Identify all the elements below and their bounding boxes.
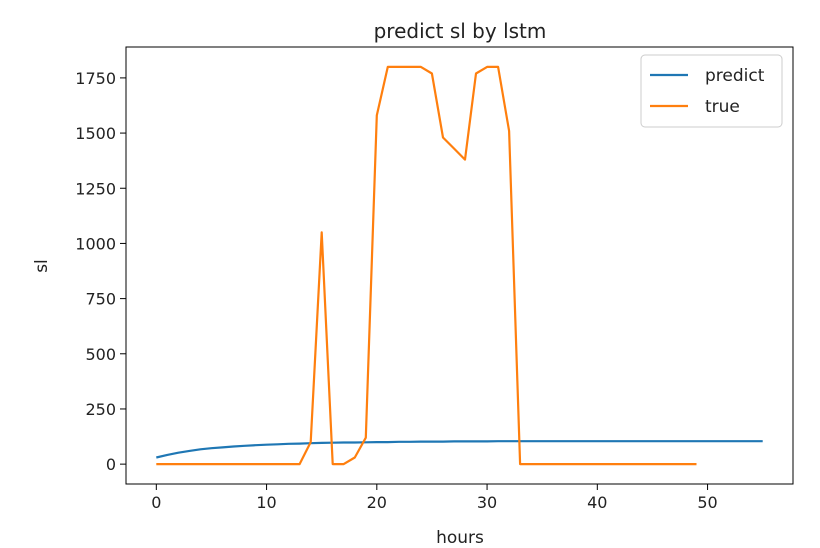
x-tick-label: 20 <box>367 493 387 512</box>
legend-label-predict: predict <box>705 66 765 86</box>
legend-box <box>640 54 783 128</box>
y-tick-label: 250 <box>85 400 116 419</box>
y-tick-label: 1000 <box>75 234 116 253</box>
y-tick-label: 0 <box>106 455 116 474</box>
series-line-predict <box>156 440 763 459</box>
y-tick-label: 500 <box>85 345 116 364</box>
series-layer <box>156 65 763 466</box>
x-tick-label: 40 <box>587 493 607 512</box>
series-line-true <box>156 65 697 466</box>
y-tick-label: 750 <box>85 290 116 309</box>
y-axis: 0 250 500 750 1000 1250 1500 1750 <box>75 69 126 474</box>
y-tick-label: 1500 <box>75 124 116 143</box>
x-tick-label: 30 <box>477 493 497 512</box>
y-tick-label: 1750 <box>75 69 116 88</box>
y-tick-label: 1250 <box>75 179 116 198</box>
y-axis-label: sl <box>32 259 52 273</box>
legend: predict true <box>640 54 783 128</box>
legend-label-true: true <box>705 97 740 117</box>
x-axis: 0 10 20 30 40 50 <box>151 484 718 512</box>
x-axis-label: hours <box>436 528 484 548</box>
x-tick-label: 50 <box>697 493 717 512</box>
chart-title: predict sl by lstm <box>374 19 547 43</box>
x-tick-label: 0 <box>151 493 161 512</box>
x-tick-label: 10 <box>256 493 276 512</box>
